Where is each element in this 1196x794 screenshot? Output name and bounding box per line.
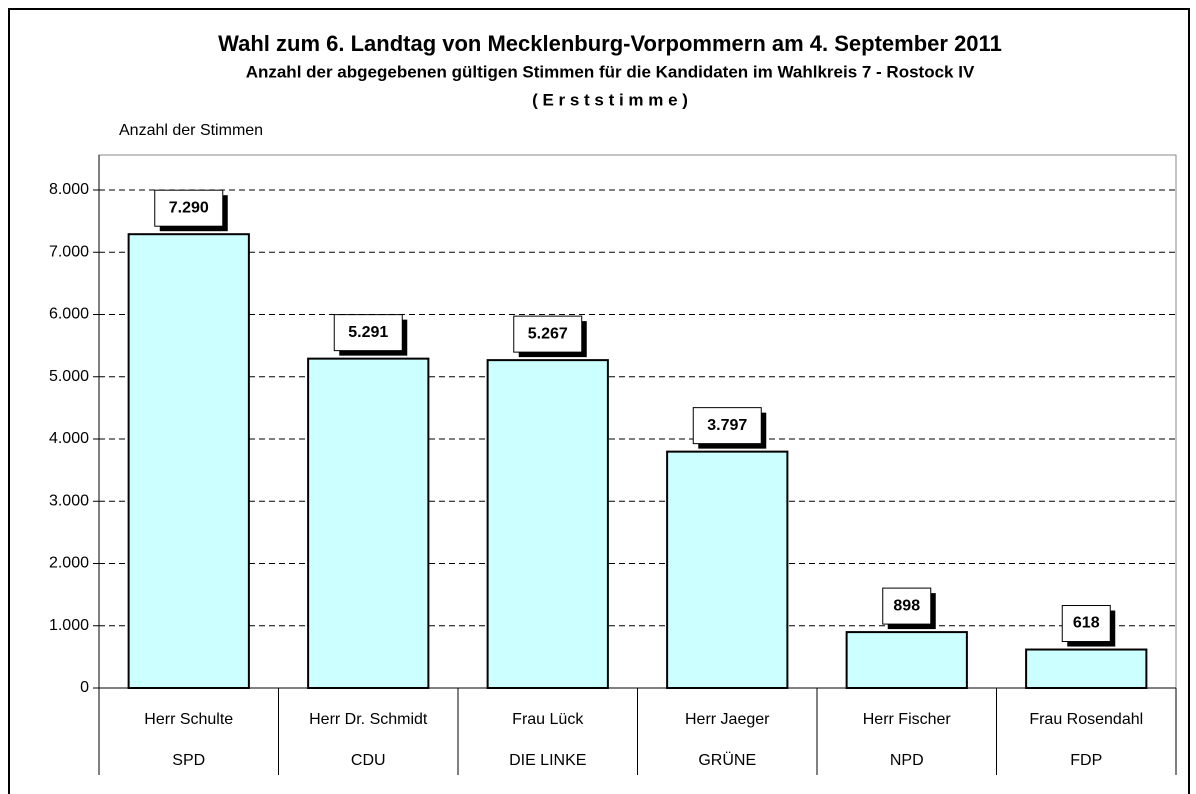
- label-box: [1061, 605, 1111, 643]
- x-group-label: GRÜNE: [698, 751, 756, 769]
- x-group-label: SPD: [172, 752, 205, 769]
- y-tick-label: 3.000: [49, 492, 89, 509]
- bar: [845, 631, 968, 689]
- x-tick-label: Frau Lück: [512, 711, 584, 728]
- label-box: [882, 587, 932, 625]
- value-label: 618: [1073, 615, 1100, 632]
- x-tick-label: Herr Fischer: [863, 711, 952, 728]
- chart-subtitle: Anzahl der abgegebenen gültigen Stimmen …: [246, 62, 975, 81]
- value-label: 5.267: [528, 325, 568, 342]
- value-label: 3.797: [707, 417, 747, 434]
- value-label: 5.291: [348, 324, 388, 341]
- y-tick-label: 6.000: [49, 306, 89, 323]
- y-tick-label: 2.000: [49, 555, 89, 572]
- bar: [1025, 648, 1148, 689]
- bar: [666, 450, 789, 689]
- label-box: [333, 314, 403, 352]
- y-tick-label: 4.000: [49, 430, 89, 447]
- y-tick-label: 5.000: [49, 368, 89, 385]
- x-group-label: CDU: [351, 752, 386, 769]
- x-tick-label: Herr Dr. Schmidt: [309, 711, 428, 728]
- bar: [307, 357, 430, 689]
- x-group-label: DIE LINKE: [509, 752, 586, 769]
- label-box: [154, 189, 224, 227]
- x-group-label: FDP: [1070, 752, 1102, 769]
- bar: [127, 233, 250, 689]
- chart-subtitle: ( E r s t s t i m m e ): [532, 90, 688, 109]
- value-label: 7.290: [169, 199, 209, 216]
- y-tick-label: 1.000: [49, 617, 89, 634]
- label-box: [513, 315, 583, 353]
- x-tick-label: Herr Schulte: [144, 711, 233, 728]
- y-tick-label: 7.000: [49, 243, 89, 260]
- y-axis-label: Anzahl der Stimmen: [119, 122, 263, 139]
- x-group-label: NPD: [890, 752, 924, 769]
- x-tick-label: Herr Jaeger: [685, 711, 770, 728]
- label-box: [692, 407, 762, 445]
- chart-title: Wahl zum 6. Landtag von Mecklenburg-Vorp…: [218, 31, 1002, 56]
- value-label: 898: [893, 597, 920, 614]
- bar: [486, 359, 609, 689]
- y-tick-label: 0: [80, 679, 89, 696]
- y-tick-label: 8.000: [49, 181, 89, 198]
- x-tick-label: Frau Rosendahl: [1029, 711, 1143, 728]
